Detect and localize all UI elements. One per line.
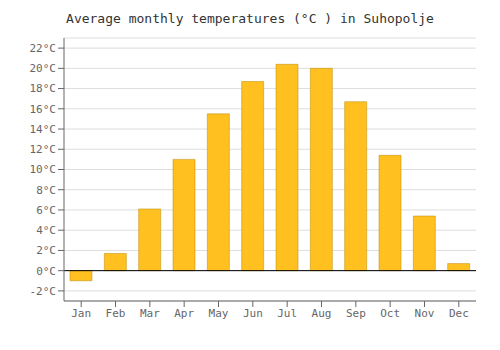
svg-text:Jan: Jan — [71, 307, 91, 320]
svg-text:4°C: 4°C — [36, 224, 56, 237]
svg-text:Aug: Aug — [312, 307, 332, 320]
svg-text:Jun: Jun — [243, 307, 263, 320]
html-text:Average monthly temperatures (: Average monthly temperatures (°C ) in Su… — [66, 11, 434, 26]
svg-text:May: May — [209, 307, 229, 320]
svg-text:Apr: Apr — [174, 307, 194, 320]
svg-text:22°C: 22°C — [30, 42, 57, 55]
svg-text:-2°C: -2°C — [30, 285, 57, 298]
svg-text:18°C: 18°C — [30, 82, 57, 95]
svg-text:10°C: 10°C — [30, 163, 57, 176]
svg-text:2°C: 2°C — [36, 244, 56, 257]
svg-text:Oct: Oct — [380, 307, 400, 320]
svg-text:20°C: 20°C — [30, 62, 57, 75]
svg-text:Nov: Nov — [415, 307, 435, 320]
svg-text:Feb: Feb — [106, 307, 126, 320]
svg-text:16°C: 16°C — [30, 103, 57, 116]
svg-text:Mar: Mar — [140, 307, 160, 320]
svg-text:0°C: 0°C — [36, 265, 56, 278]
svg-text:12°C: 12°C — [30, 143, 57, 156]
svg-text:Dec: Dec — [449, 307, 469, 320]
svg-text:Jul: Jul — [277, 307, 297, 320]
svg-text:14°C: 14°C — [30, 123, 57, 136]
svg-text:8°C: 8°C — [36, 184, 56, 197]
svg-text:6°C: 6°C — [36, 204, 56, 217]
svg-text:Sep: Sep — [346, 307, 366, 320]
